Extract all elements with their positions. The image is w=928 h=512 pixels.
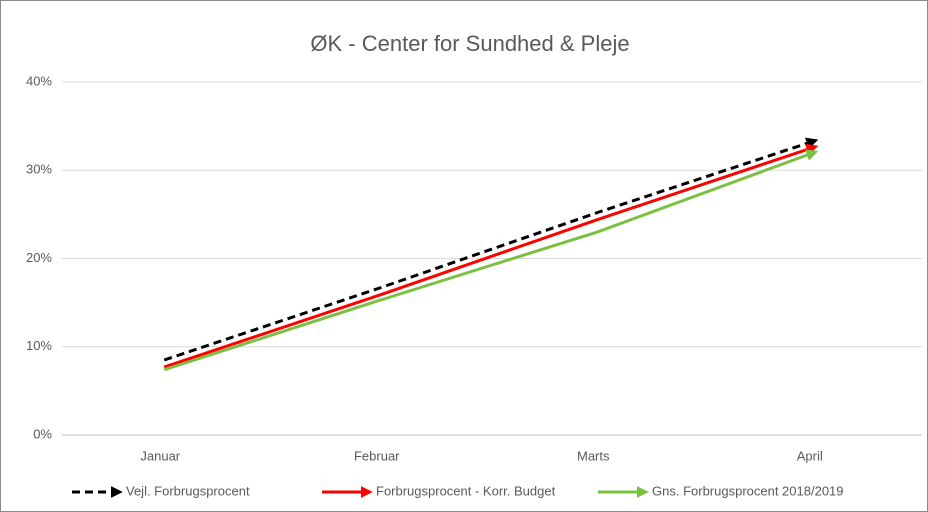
x-tick-label: Februar [354, 448, 400, 463]
x-tick-label: Januar [140, 448, 180, 463]
x-tick-label: April [797, 448, 823, 463]
x-tick-label: Marts [577, 448, 610, 463]
legend-label: Gns. Forbrugsprocent 2018/2019 [652, 483, 844, 498]
y-tick-label: 20% [26, 250, 52, 265]
chart-title: ØK - Center for Sundhed & Pleje [310, 31, 629, 56]
legend-label: Forbrugsprocent - Korr. Budget [376, 483, 556, 498]
y-tick-label: 0% [33, 426, 52, 441]
series-line [163, 149, 819, 372]
y-tick-label: 40% [26, 73, 52, 88]
legend-label: Vejl. Forbrugsprocent [126, 483, 250, 498]
series-line [163, 137, 819, 362]
y-tick-label: 10% [26, 338, 52, 353]
series-line [163, 143, 819, 369]
y-tick-label: 30% [26, 162, 52, 177]
